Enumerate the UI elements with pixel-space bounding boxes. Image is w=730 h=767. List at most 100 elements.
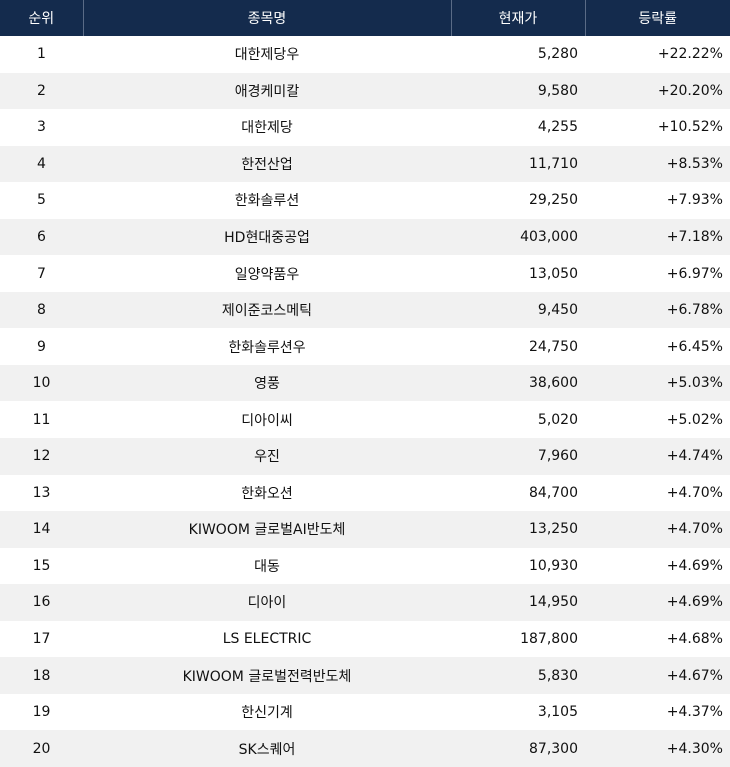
stock-name-cell: 애경케미칼 [234, 83, 300, 100]
change-rate-cell: +10.52% [657, 119, 723, 136]
header-price: 현재가 [451, 0, 586, 36]
price-cell: 7,960 [537, 448, 578, 465]
header-change: 등락률 [638, 11, 678, 27]
change-rate-cell: +4.70% [666, 484, 723, 501]
table-row: 14 KIWOOM 글로벌AI반도체 13,250 +4.70% [0, 511, 730, 548]
stock-name-cell: 대한제당 [241, 120, 293, 137]
rank-cell: 14 [32, 521, 51, 538]
rank-cell: 9 [37, 338, 46, 355]
table-row: 6 HD현대중공업 403,000 +7.18% [0, 218, 730, 256]
stock-name-cell: LS ELECTRIC [222, 631, 312, 648]
stock-name-cell: 제이준코스메틱 [221, 303, 313, 320]
header-name: 종목명 [83, 0, 452, 36]
table-row: 1 대한제당우 5,280 +22.22% [0, 36, 730, 73]
change-rate-cell: +4.70% [666, 521, 723, 538]
table-row: 18 KIWOOM 글로벌전력반도체 5,830 +4.67% [0, 657, 730, 694]
stock-name-cell: 일양약품우 [234, 266, 300, 283]
stock-name-cell: 대동 [254, 558, 280, 575]
stock-name-cell: 한신기계 [241, 705, 293, 722]
rank-cell: 19 [32, 704, 51, 721]
table-row: 11 디아이씨 5,020 +5.02% [0, 401, 730, 439]
table-row: 3 대한제당 4,255 +10.52% [0, 109, 730, 146]
stock-name-cell: 한화솔루션 [234, 193, 300, 210]
table-row: 17 LS ELECTRIC 187,800 +4.68% [0, 620, 730, 658]
change-rate-cell: +7.93% [666, 192, 723, 209]
table-row: 5 한화솔루션 29,250 +7.93% [0, 182, 730, 219]
stock-name-cell: 우진 [254, 449, 280, 466]
price-cell: 87,300 [529, 740, 578, 757]
table-header: 순위 종목명 현재가 등락률 [0, 0, 730, 36]
rank-cell: 11 [32, 411, 51, 428]
price-cell: 5,830 [537, 667, 578, 684]
change-rate-cell: +4.68% [666, 631, 723, 648]
price-cell: 9,580 [537, 82, 578, 99]
price-cell: 38,600 [529, 375, 578, 392]
table-row: 10 영풍 38,600 +5.03% [0, 364, 730, 402]
table-row: 8 제이준코스메틱 9,450 +6.78% [0, 291, 730, 329]
price-cell: 5,020 [537, 411, 578, 428]
stock-name-cell: SK스퀘어 [238, 741, 296, 758]
table-row: 4 한전산업 11,710 +8.53% [0, 145, 730, 183]
change-rate-cell: +4.69% [666, 557, 723, 574]
table-row: 20 SK스퀘어 87,300 +4.30% [0, 730, 730, 767]
stock-name-cell: 한화솔루션우 [228, 339, 306, 356]
change-rate-cell: +8.53% [666, 155, 723, 172]
change-rate-cell: +6.97% [666, 265, 723, 282]
table-row: 19 한신기계 3,105 +4.37% [0, 693, 730, 731]
rank-cell: 8 [37, 302, 46, 319]
rank-cell: 3 [37, 119, 46, 136]
change-rate-cell: +4.37% [666, 704, 723, 721]
rank-cell: 16 [32, 594, 51, 611]
price-cell: 9,450 [537, 302, 578, 319]
price-cell: 3,105 [537, 704, 578, 721]
rank-cell: 12 [32, 448, 51, 465]
table-body: 1 대한제당우 5,280 +22.22% 2 애경케미칼 9,580 +20.20% 3 대한제… [0, 36, 730, 767]
rank-cell: 10 [32, 375, 51, 392]
change-rate-cell: +4.74% [666, 448, 723, 465]
price-cell: 84,700 [529, 484, 578, 501]
rank-cell: 20 [32, 740, 51, 757]
table-row: 15 대동 10,930 +4.69% [0, 547, 730, 585]
change-rate-cell: +5.02% [666, 411, 723, 428]
stock-name-cell: 한전산업 [241, 156, 293, 173]
price-cell: 10,930 [529, 557, 578, 574]
change-rate-cell: +7.18% [666, 229, 723, 245]
price-cell: 13,050 [529, 265, 578, 282]
price-cell: 24,750 [529, 338, 578, 355]
stock-name-cell: HD현대중공업 [224, 230, 310, 246]
rank-cell: 7 [37, 265, 46, 282]
rank-cell: 17 [32, 631, 51, 648]
change-rate-cell: +6.78% [666, 302, 723, 319]
change-rate-cell: +5.03% [666, 375, 723, 392]
change-rate-cell: +20.20% [657, 82, 723, 99]
header-rank: 순위 [0, 0, 84, 36]
price-cell: 5,280 [537, 46, 578, 63]
price-cell: 29,250 [529, 192, 578, 209]
change-rate-cell: +4.30% [666, 740, 723, 757]
table-row: 9 한화솔루션우 24,750 +6.45% [0, 328, 730, 365]
rank-cell: 1 [37, 46, 46, 63]
stock-name-cell: 한화오션 [241, 485, 293, 502]
stock-name-cell: KIWOOM 글로벌AI반도체 [188, 522, 346, 539]
change-rate-cell: +4.67% [666, 667, 723, 684]
rank-cell: 13 [32, 484, 51, 501]
rank-cell: 6 [37, 229, 46, 245]
change-rate-cell: +6.45% [666, 338, 723, 355]
stock-name-cell: 디아이씨 [241, 412, 293, 429]
change-rate-cell: +4.69% [666, 594, 723, 611]
rank-cell: 5 [37, 192, 46, 209]
table-row: 12 우진 7,960 +4.74% [0, 438, 730, 475]
rank-cell: 4 [37, 155, 46, 172]
price-cell: 14,950 [529, 594, 578, 611]
price-cell: 403,000 [520, 229, 578, 245]
stock-name-cell: 디아이 [247, 595, 287, 612]
rank-cell: 15 [32, 557, 51, 574]
stock-name-cell: 영풍 [254, 376, 280, 393]
table-row: 16 디아이 14,950 +4.69% [0, 584, 730, 621]
stock-name-cell: KIWOOM 글로벌전력반도체 [182, 668, 352, 685]
table-row: 7 일양약품우 13,050 +6.97% [0, 255, 730, 292]
price-cell: 11,710 [529, 155, 578, 172]
table-row: 2 애경케미칼 9,580 +20.20% [0, 72, 730, 110]
price-cell: 187,800 [520, 631, 578, 648]
